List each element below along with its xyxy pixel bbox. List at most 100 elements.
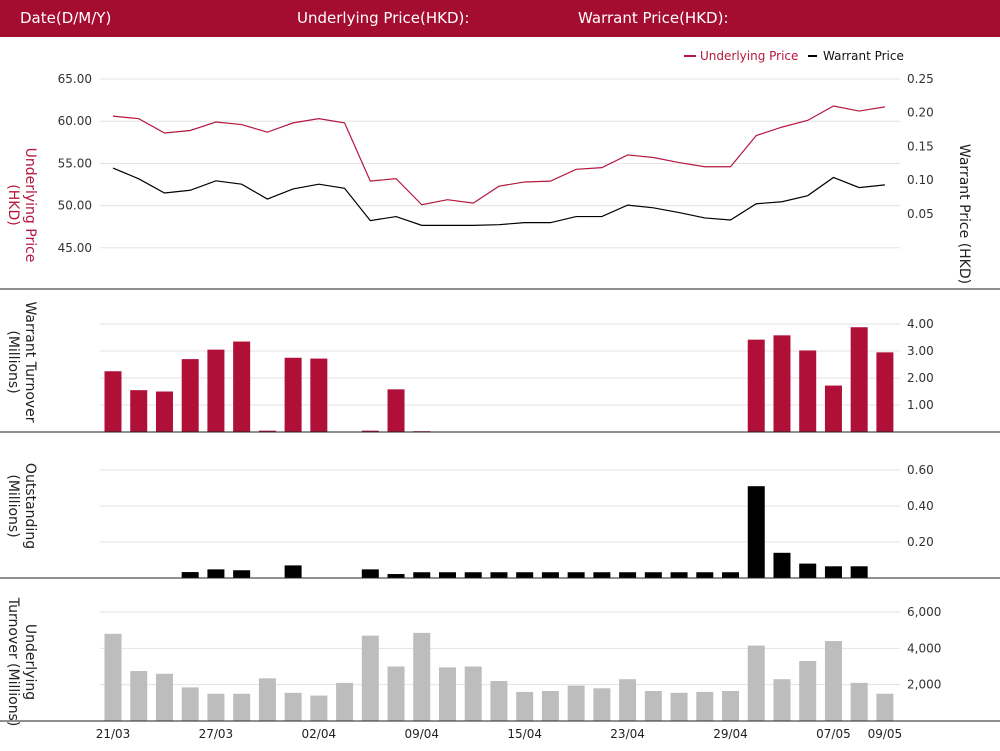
underlying-turnover-bar <box>850 682 868 721</box>
header-bar: Date(D/M/Y) Underlying Price(HKD): Warra… <box>0 0 1000 37</box>
outstanding-bar <box>696 572 714 578</box>
underlying-turnover-tick-label: 2,000 <box>907 678 941 692</box>
underlying-turnover-bar <box>516 691 534 721</box>
underlying-turnover-bar <box>567 685 585 721</box>
warrant-turnover-bar <box>747 339 765 432</box>
warrant-turnover-bar <box>387 389 405 432</box>
warrant-turnover-bar <box>258 430 276 432</box>
right-tick-label: 0.05 <box>907 207 934 221</box>
underlying-turnover-bar <box>130 671 148 721</box>
right-tick-label: 0.10 <box>907 173 934 187</box>
underlying-turnover-bar <box>747 645 765 721</box>
outstanding-bar <box>799 563 817 578</box>
right-tick-label: 0.15 <box>907 139 934 153</box>
warrant-turnover-bar <box>207 349 225 432</box>
underlying-turnover-bar <box>207 693 225 721</box>
underlying-turnover-bar <box>490 681 508 721</box>
legend-warrant-label: Warrant Price <box>823 49 904 63</box>
underlying-turnover-bar <box>876 693 894 721</box>
warrant-turnover-axis-title: Warrant Turnover <box>22 301 38 422</box>
x-tick-label: 09/05 <box>868 727 903 741</box>
warrant-turnover-bar <box>876 352 894 432</box>
underlying-turnover-bar <box>181 687 199 721</box>
warrant-turnover-bar <box>130 390 148 432</box>
outstanding-bar <box>413 572 431 578</box>
underlying-turnover-bar <box>464 666 482 721</box>
outstanding-bar <box>567 572 585 578</box>
warrant-price-line <box>112 167 885 226</box>
underlying-turnover-bar <box>387 666 405 721</box>
outstanding-bar <box>644 572 662 578</box>
underlying-turnover-bar <box>104 633 122 721</box>
underlying-turnover-bar <box>336 682 354 721</box>
x-tick-label: 02/04 <box>302 727 337 741</box>
left-axis-title-unit: (HKD) <box>5 184 21 225</box>
x-tick-label: 27/03 <box>199 727 234 741</box>
underlying-turnover-axis-title: Turnover (Millions) <box>5 597 21 727</box>
left-tick-label: 50.00 <box>58 199 92 213</box>
underlying-turnover-axis-title: Underlying <box>22 624 38 700</box>
warrant-turnover-tick-label: 3.00 <box>907 344 934 358</box>
x-tick-label: 21/03 <box>96 727 131 741</box>
left-tick-label: 45.00 <box>58 241 92 255</box>
left-tick-label: 55.00 <box>58 156 92 170</box>
outstanding-bar <box>773 552 791 578</box>
right-tick-label: 0.20 <box>907 106 934 120</box>
right-tick-label: 0.25 <box>907 72 934 86</box>
outstanding-axis-title: Outstanding <box>22 463 38 549</box>
warrant-turnover-tick-label: 1.00 <box>907 398 934 412</box>
outstanding-bar <box>747 486 765 578</box>
outstanding-tick-label: 0.60 <box>907 463 934 477</box>
outstanding-tick-label: 0.40 <box>907 499 934 513</box>
outstanding-bar <box>438 572 456 578</box>
underlying-turnover-bar <box>593 688 611 721</box>
outstanding-bar <box>387 574 405 578</box>
outstanding-bar <box>233 570 251 578</box>
outstanding-bar <box>850 566 868 578</box>
outstanding-bar <box>490 572 508 578</box>
outstanding-bar <box>541 572 559 578</box>
underlying-turnover-bar <box>644 691 662 721</box>
underlying-turnover-bar <box>233 693 251 721</box>
date-label: Date(D/M/Y) <box>20 9 112 27</box>
left-tick-label: 65.00 <box>58 72 92 86</box>
outstanding-bar <box>181 572 199 578</box>
outstanding-tick-label: 0.20 <box>907 535 934 549</box>
warrant-turnover-bar <box>773 335 791 432</box>
warrant-turnover-bar <box>310 358 328 432</box>
underlying-turnover-bar <box>258 678 276 721</box>
warrant-turnover-bar <box>233 341 251 432</box>
underlying-turnover-bar <box>773 679 791 721</box>
warrant-chart: 65.00 60.00 55.00 50.00 45.00 0.25 0.20 0.15 0.1… <box>0 49 1000 741</box>
outstanding-bar <box>464 572 482 578</box>
outstanding-bar <box>207 569 225 578</box>
x-tick-label: 07/05 <box>816 727 851 741</box>
right-axis-title: Warrant Price (HKD) <box>956 144 972 284</box>
outstanding-bar <box>722 572 740 578</box>
outstanding-bar <box>516 572 534 578</box>
outstanding-bar <box>361 569 379 578</box>
x-tick-label: 23/04 <box>610 727 645 741</box>
x-tick-label: 29/04 <box>713 727 748 741</box>
underlying-price-line <box>112 105 885 206</box>
warrant-turnover-bar <box>284 357 302 432</box>
outstanding-bar <box>670 572 688 578</box>
outstanding-bar <box>824 566 842 578</box>
warrant-turnover-bar <box>155 391 173 432</box>
outstanding-bar <box>593 572 611 578</box>
warrant-turnover-bar <box>850 327 868 432</box>
underlying-turnover-bar <box>438 667 456 721</box>
underlying-turnover-bar <box>541 691 559 721</box>
warrant-turnover-bar <box>361 430 379 432</box>
underlying-turnover-bar <box>361 635 379 721</box>
underlying-turnover-bar <box>310 695 328 721</box>
warrant-price-label: Warrant Price(HKD): <box>578 9 729 27</box>
x-tick-label: 09/04 <box>404 727 439 741</box>
outstanding-bar <box>284 565 302 578</box>
underlying-turnover-tick-label: 4,000 <box>907 641 941 655</box>
underlying-turnover-bar <box>722 691 740 721</box>
underlying-turnover-tick-label: 6,000 <box>907 605 941 619</box>
underlying-turnover-bar <box>413 632 431 721</box>
warrant-turnover-bar <box>799 350 817 432</box>
legend-underlying-label: Underlying Price <box>700 49 798 63</box>
